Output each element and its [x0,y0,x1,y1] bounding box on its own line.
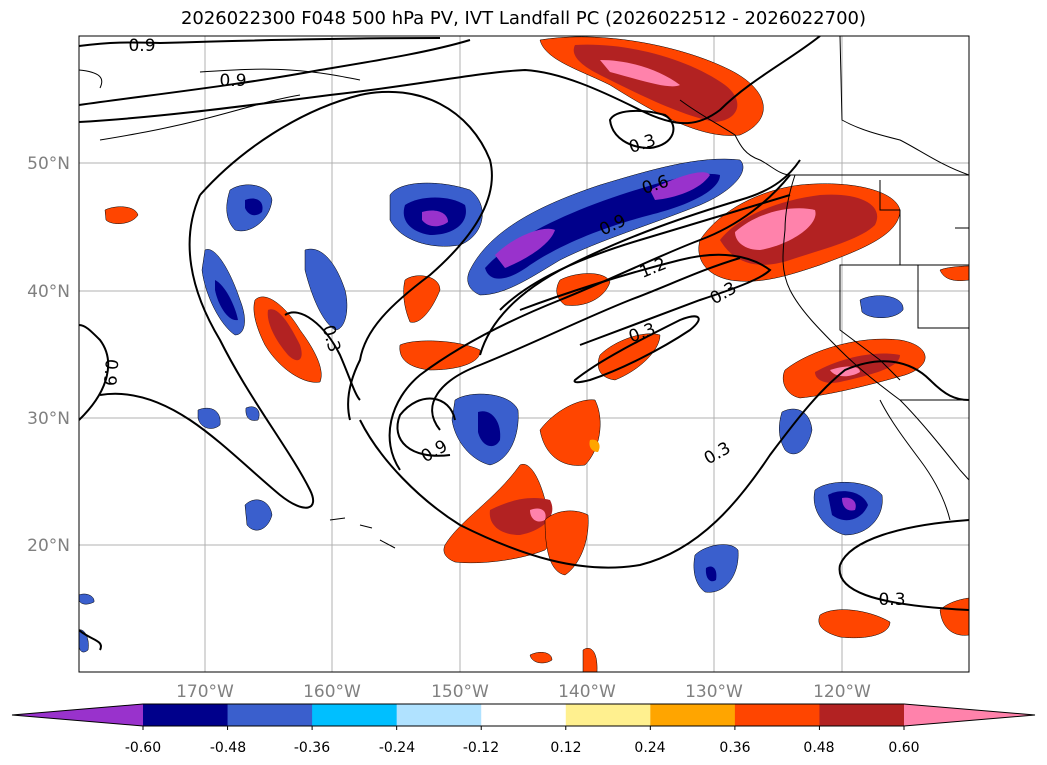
colorbar-tick-label: -0.24 [379,740,415,756]
contour-label: 0.9 [128,36,155,56]
colorbar-tick-label: 0.48 [803,740,834,756]
pv-contours [79,36,969,651]
colorbar-tick-label: 0.36 [719,740,750,756]
colorbar-segment [565,704,651,726]
colorbar [11,703,1036,730]
lon-tick-label: 160°W [303,682,361,702]
pc-shading [79,36,969,672]
lat-tick-label: 30°N [27,409,70,429]
colorbar-segment [227,704,313,726]
lat-tick-label: 40°N [27,282,70,302]
lat-tick-label: 50°N [27,154,70,174]
coastlines [79,36,969,549]
colorbar-tick-labels: -0.60 -0.48 -0.36 -0.24 -0.12 0.12 0.24 … [125,740,920,756]
colorbar-segment [143,704,229,726]
colorbar-tick-label: 0.24 [634,740,665,756]
lon-tick-label: 120°W [813,682,871,702]
colorbar-tick-label: -0.12 [463,740,499,756]
lat-tick-labels: 50°N 40°N 30°N 20°N [27,154,70,556]
lon-tick-label: 130°W [685,682,743,702]
colorbar-segment [650,704,736,726]
map-plot-area [79,36,969,672]
contour-label: 0.3 [878,590,905,610]
colorbar-segment [312,704,398,726]
colorbar-segment [396,704,482,726]
colorbar-segment [819,704,905,726]
contour-label: 0.9 [219,71,246,91]
colorbar-tick-label: -0.36 [294,740,330,756]
colorbar-extend-low [12,704,143,726]
lon-tick-label: 140°W [558,682,616,702]
colorbar-segment [734,704,820,726]
lon-tick-labels: 170°W 160°W 150°W 140°W 130°W 120°W [176,682,871,702]
colorbar-tick-label: 0.12 [550,740,581,756]
lon-tick-label: 170°W [176,682,234,702]
map-frame [78,35,970,673]
colorbar-tick-label: -0.60 [125,740,161,756]
colorbar-segment [481,704,567,726]
contour-label: 0.9 [99,358,121,387]
lon-tick-label: 150°W [431,682,489,702]
colorbar-extend-high [904,704,1035,726]
map-title: 2026022300 F048 500 hPa PV, IVT Landfall… [180,8,867,29]
lat-tick-label: 20°N [27,536,70,556]
colorbar-tick-label: 0.60 [888,740,919,756]
colorbar-tick-label: -0.48 [210,740,246,756]
